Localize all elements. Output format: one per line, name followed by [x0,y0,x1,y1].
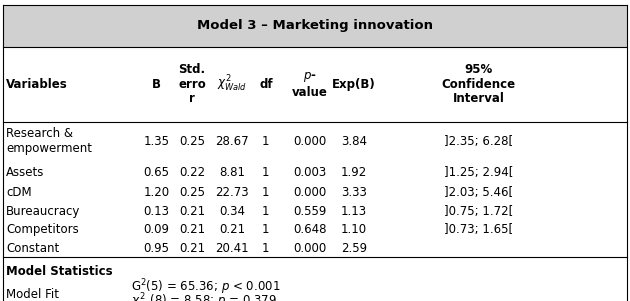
Text: Model Statistics: Model Statistics [6,265,113,278]
Text: Exp(B): Exp(B) [332,78,376,91]
Text: ]1.25; 2.94[: ]1.25; 2.94[ [444,166,513,179]
Text: cDM: cDM [6,186,32,200]
Text: 0.000: 0.000 [294,186,326,200]
Text: 0.65: 0.65 [143,166,169,179]
Text: 1: 1 [262,242,270,255]
Text: 1: 1 [262,186,270,200]
Text: df: df [259,78,273,91]
Text: $\chi^2_{Wald}$: $\chi^2_{Wald}$ [217,74,247,95]
Text: Model 3 – Marketing innovation: Model 3 – Marketing innovation [197,19,433,32]
Text: Model Fit: Model Fit [6,288,59,301]
Text: 0.22: 0.22 [179,166,205,179]
Text: 28.67: 28.67 [215,135,249,148]
Text: 0.13: 0.13 [143,205,169,218]
Text: 2.59: 2.59 [341,242,367,255]
Text: ]0.75; 1.72[: ]0.75; 1.72[ [444,205,513,218]
Text: 0.34: 0.34 [219,205,245,218]
Text: 1: 1 [262,166,270,179]
Text: 1.20: 1.20 [143,186,169,200]
Text: Assets: Assets [6,166,45,179]
Text: 0.21: 0.21 [179,242,205,255]
Text: 0.648: 0.648 [293,223,327,236]
Text: 1: 1 [262,135,270,148]
Text: ]2.35; 6.28[: ]2.35; 6.28[ [444,135,513,148]
Text: ]0.73; 1.65[: ]0.73; 1.65[ [444,223,513,236]
Text: $p$-
value: $p$- value [292,70,328,98]
Text: 0.21: 0.21 [179,223,205,236]
Text: 0.09: 0.09 [143,223,169,236]
Text: 3.84: 3.84 [341,135,367,148]
Text: 0.25: 0.25 [179,186,205,200]
Text: G$^2$(5) = 65.36; $p$ < 0.001: G$^2$(5) = 65.36; $p$ < 0.001 [131,277,280,297]
Text: 0.000: 0.000 [294,242,326,255]
Text: 0.000: 0.000 [294,135,326,148]
Text: 8.81: 8.81 [219,166,245,179]
Text: 0.21: 0.21 [219,223,245,236]
Text: 1: 1 [262,223,270,236]
Text: 0.003: 0.003 [294,166,326,179]
Text: 1.10: 1.10 [341,223,367,236]
Bar [3,5,627,47]
Text: 0.21: 0.21 [179,205,205,218]
Text: 1.13: 1.13 [341,205,367,218]
Text: B: B [152,78,161,91]
Text: 1: 1 [262,205,270,218]
Text: 0.25: 0.25 [179,135,205,148]
Text: 1.35: 1.35 [143,135,169,148]
Text: 3.33: 3.33 [341,186,367,200]
Text: $\chi^2_{HL}$(8) = 8.58; $p$ = 0.379: $\chi^2_{HL}$(8) = 8.58; $p$ = 0.379 [131,292,277,301]
Text: Constant: Constant [6,242,60,255]
Text: Bureaucracy: Bureaucracy [6,205,81,218]
Text: ]2.03; 5.46[: ]2.03; 5.46[ [444,186,513,200]
Text: Research &
empowerment: Research & empowerment [6,127,93,156]
Text: 0.559: 0.559 [294,205,326,218]
Text: 95%
Confidence
Interval: 95% Confidence Interval [442,63,516,105]
Text: 22.73: 22.73 [215,186,249,200]
Text: Variables: Variables [6,78,68,91]
Text: 0.95: 0.95 [143,242,169,255]
Text: Competitors: Competitors [6,223,79,236]
Text: Std.
erro
r: Std. erro r [178,63,206,105]
Text: 1.92: 1.92 [341,166,367,179]
Text: 20.41: 20.41 [215,242,249,255]
